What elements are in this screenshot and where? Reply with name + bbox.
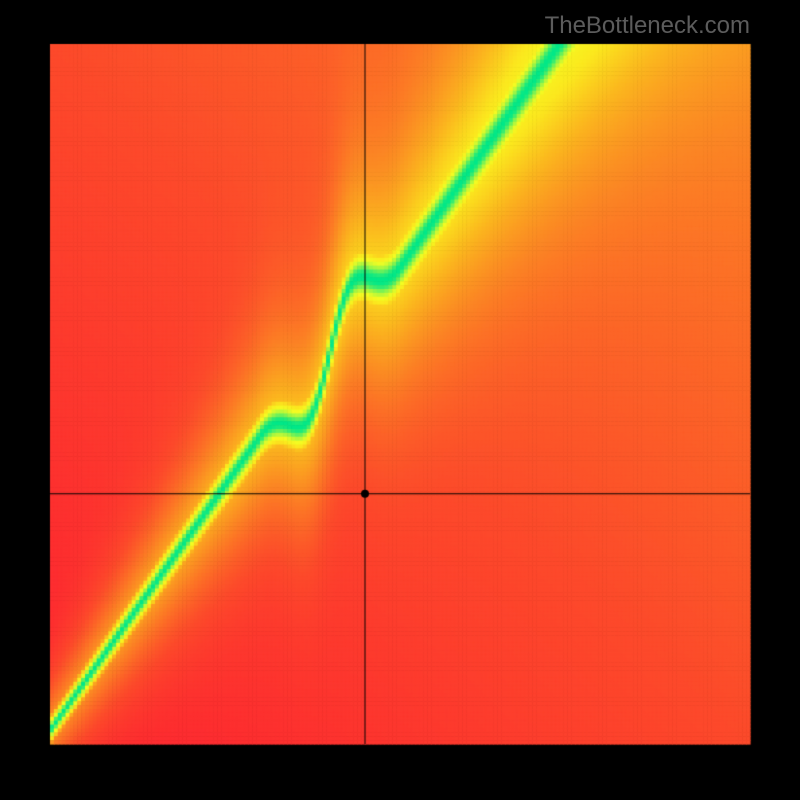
stage: TheBottleneck.com (0, 0, 800, 800)
heatmap-canvas (0, 0, 800, 800)
